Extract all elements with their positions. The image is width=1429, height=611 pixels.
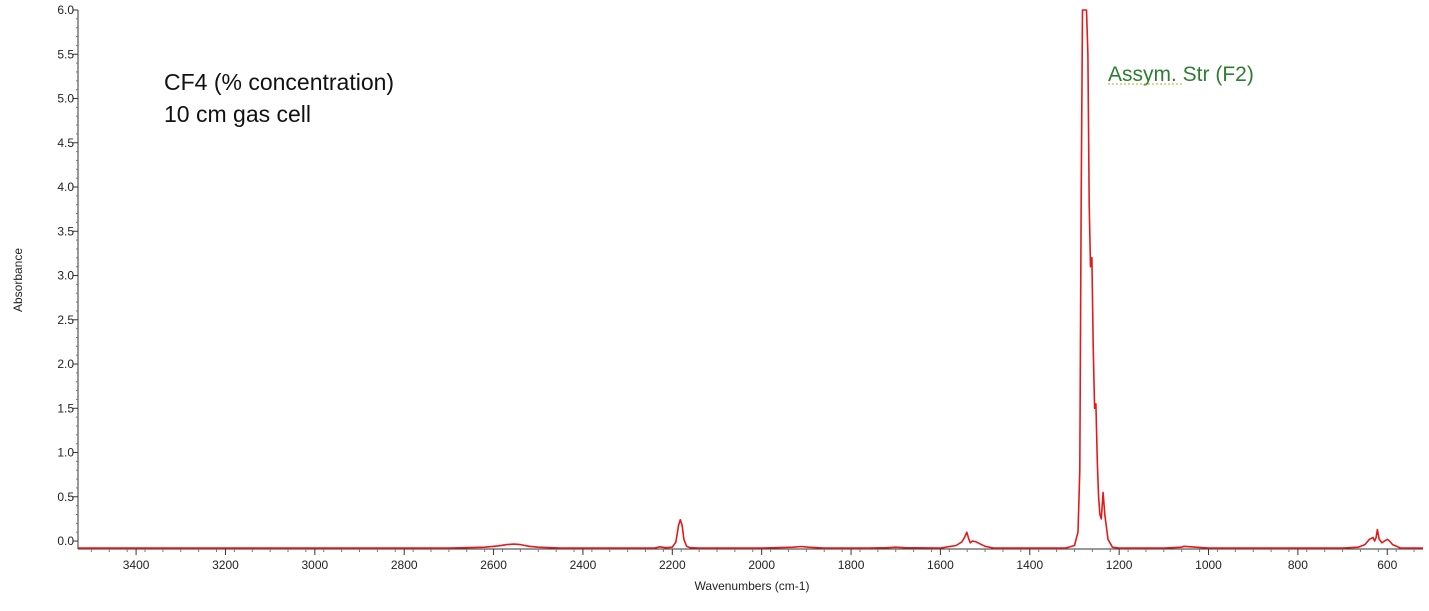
sample-annotation: CF4 (% concentration) (164, 69, 394, 95)
cell-annotation: 10 cm gas cell (164, 101, 311, 127)
y-tick-label: 6.0 (57, 3, 74, 17)
y-axis-title: Absorbance (11, 248, 25, 312)
y-tick-label: 0.0 (57, 534, 74, 548)
y-tick-label: 1.5 (57, 401, 74, 415)
x-tick-label: 2400 (570, 558, 597, 572)
x-tick-label: 1800 (838, 558, 865, 572)
y-tick-label: 0.5 (57, 490, 74, 504)
x-tick-label: 600 (1377, 558, 1397, 572)
series-layer (78, 9, 1423, 549)
x-tick-label: 3000 (301, 558, 328, 572)
x-axis: 3400 3200 3000 2800 2600 2400 2200 2000 1800 1600… (90, 549, 1415, 572)
y-tick-label: 3.0 (57, 269, 74, 283)
x-tick-label: 1400 (1016, 558, 1043, 572)
x-tick-label: 800 (1288, 558, 1308, 572)
x-tick-label: 3200 (212, 558, 239, 572)
x-tick-label: 2000 (748, 558, 775, 572)
x-tick-label: 1000 (1195, 558, 1222, 572)
plot-frame (77, 10, 1423, 550)
x-tick-label: 1600 (927, 558, 954, 572)
x-axis-title: Wavenumbers (cm-1) (695, 579, 810, 593)
x-tick-label: 2600 (480, 558, 507, 572)
y-tick-label: 3.5 (57, 224, 74, 238)
y-tick-label: 5.5 (57, 47, 74, 61)
y-tick-label: 4.5 (57, 136, 74, 150)
y-tick-label: 2.0 (57, 357, 74, 371)
peak-annotation: Assym. Str (F2) (1108, 63, 1254, 86)
x-tick-label: 1200 (1106, 558, 1133, 572)
y-axis: 0.0 0.5 1.0 1.5 2.0 2.5 3.0 3.5 4.0 4.5 5.0 5.5 6.0 (57, 3, 78, 548)
spectrum-line (78, 9, 1423, 549)
x-tick-label: 2800 (391, 558, 418, 572)
y-tick-label: 1.0 (57, 446, 74, 460)
x-tick-label: 2200 (659, 558, 686, 572)
y-tick-label: 2.5 (57, 313, 74, 327)
y-tick-label: 4.0 (57, 180, 74, 194)
x-tick-label: 3400 (123, 558, 150, 572)
y-tick-label: 5.0 (57, 92, 74, 106)
